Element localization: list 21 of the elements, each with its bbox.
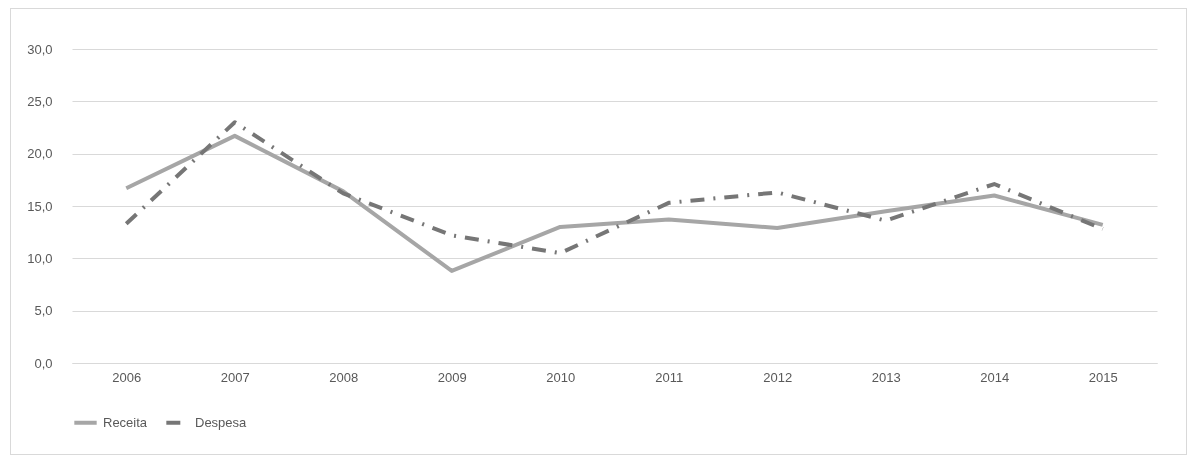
x-tick-label: 2009 [437, 369, 467, 385]
x-tick-label: 2008 [329, 369, 359, 385]
x-tick-label: 2007 [220, 369, 250, 385]
line-series [124, 133, 1105, 273]
legend-label: Despesa [195, 414, 248, 430]
x-tick-label: 2011 [655, 369, 684, 385]
y-tick-label: 10,0 [27, 250, 53, 266]
x-tick-label: 2013 [871, 369, 901, 385]
y-tick-label: 20,0 [27, 146, 53, 162]
legend-label: Receita [103, 414, 148, 430]
y-tick-label: 25,0 [27, 93, 53, 109]
y-tick-label: 15,0 [27, 198, 53, 214]
line-series [124, 120, 1105, 256]
x-tick-label: 2012 [763, 369, 793, 385]
x-tick-label: 2014 [980, 369, 1010, 385]
y-tick-label: 5,0 [34, 303, 53, 319]
x-tick-label: 2006 [112, 369, 142, 385]
x-tick-label: 2010 [546, 369, 576, 385]
y-tick-label: 30,0 [27, 41, 53, 57]
x-tick-label: 2015 [1088, 369, 1118, 385]
y-tick-label: 0,0 [34, 355, 53, 371]
